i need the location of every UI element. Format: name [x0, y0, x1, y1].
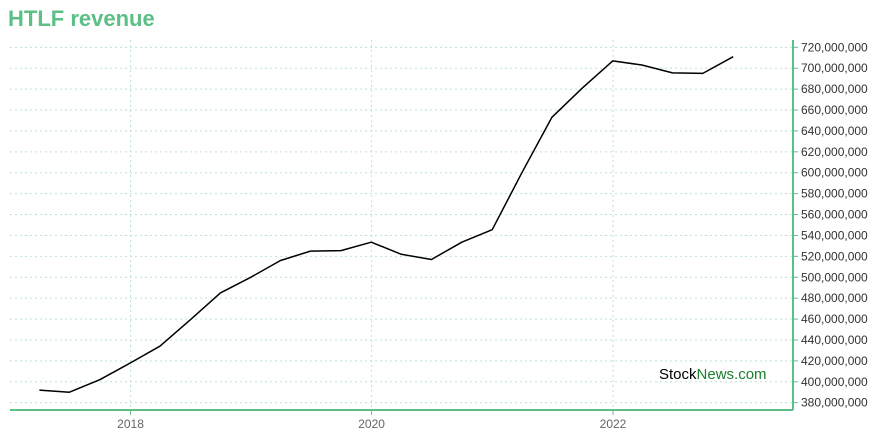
y-tick-label: 560,000,000: [801, 208, 868, 222]
y-tick-label: 660,000,000: [801, 103, 868, 117]
y-tick-label: 600,000,000: [801, 166, 868, 180]
y-tick-label: 440,000,000: [801, 333, 868, 347]
y-tick-label: 700,000,000: [801, 61, 868, 75]
y-tick-label: 540,000,000: [801, 228, 868, 242]
y-tick-label: 520,000,000: [801, 249, 868, 263]
chart-title: HTLF revenue: [8, 6, 155, 31]
y-tick-label: 620,000,000: [801, 145, 868, 159]
y-tick-label: 480,000,000: [801, 291, 868, 305]
grid: [10, 40, 793, 410]
x-tick-label: 2020: [358, 417, 385, 431]
y-tick-label: 380,000,000: [801, 396, 868, 410]
x-tick-label: 2022: [600, 417, 627, 431]
watermark-part2: News.com: [697, 366, 767, 383]
revenue-series-line: [39, 56, 734, 393]
axes: 380,000,000 400,000,000 420,000,000 440,000…: [10, 40, 868, 431]
y-tick-label: 420,000,000: [801, 354, 868, 368]
series-layer: [39, 56, 734, 393]
y-tick-label: 500,000,000: [801, 270, 868, 284]
watermark: StockNews.com: [659, 366, 767, 383]
y-tick-label: 680,000,000: [801, 82, 868, 96]
y-tick-label: 720,000,000: [801, 40, 868, 54]
x-tick-label: 2018: [117, 417, 144, 431]
y-tick-label: 400,000,000: [801, 375, 868, 389]
y-tick-label: 460,000,000: [801, 312, 868, 326]
watermark-part1: Stock: [659, 366, 697, 383]
watermark-text: StockNews.com: [659, 366, 767, 383]
y-tick-label: 580,000,000: [801, 187, 868, 201]
y-tick-label: 640,000,000: [801, 124, 868, 138]
